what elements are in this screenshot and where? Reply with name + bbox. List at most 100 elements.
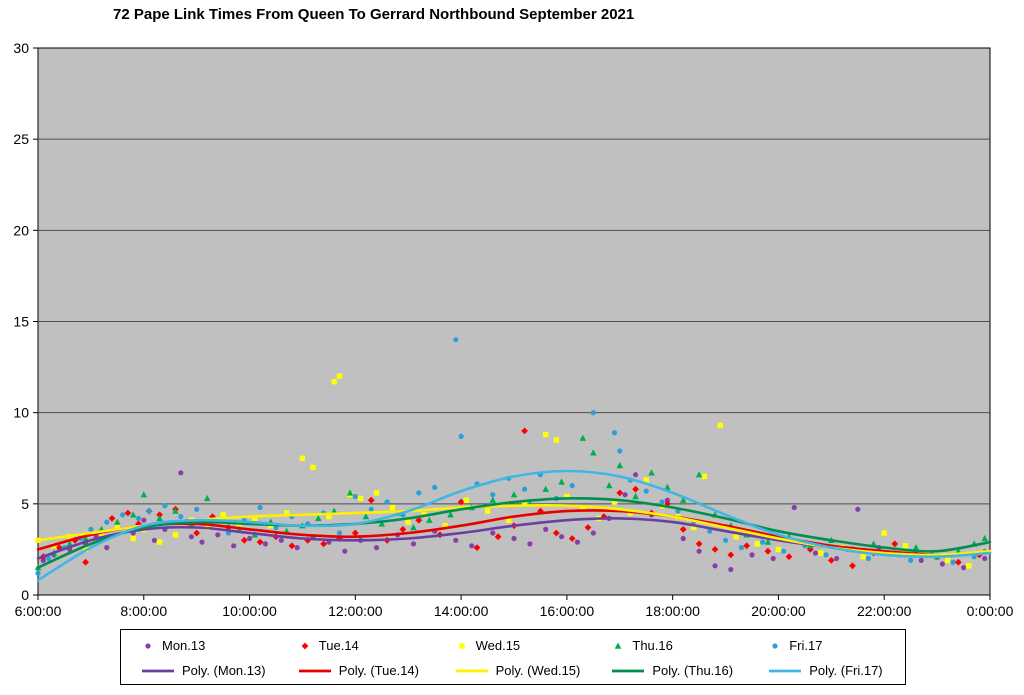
legend-item-tue14[interactable]: Tue.14	[278, 638, 435, 653]
data-point	[283, 510, 290, 516]
data-point	[352, 493, 358, 500]
data-point	[194, 506, 200, 512]
data-point	[823, 552, 829, 558]
data-point	[791, 504, 797, 511]
data-point	[506, 517, 512, 523]
legend-item-poly-fri17[interactable]: Poly. (Fri.17)	[748, 663, 905, 678]
legend-item-wed15[interactable]: Wed.15	[435, 638, 592, 653]
data-point	[410, 541, 417, 547]
data-point	[458, 433, 464, 439]
data-point	[754, 541, 760, 547]
data-point	[378, 520, 386, 527]
data-point	[389, 504, 396, 511]
legend-item-poly-mon13[interactable]: Poly. (Mon.13)	[121, 663, 278, 678]
data-point	[156, 539, 163, 545]
data-point	[908, 557, 914, 564]
data-point	[711, 546, 719, 553]
data-point	[178, 470, 184, 476]
square-marker-icon	[458, 642, 465, 649]
data-point	[860, 554, 866, 560]
x-axis-label: 20:00:00	[751, 603, 806, 619]
data-point	[701, 473, 708, 480]
data-point	[511, 535, 517, 542]
data-point	[616, 489, 624, 497]
data-point	[764, 538, 772, 545]
legend-label: Thu.16	[632, 638, 673, 653]
trendline-thu16	[36, 497, 992, 569]
data-point	[622, 492, 628, 498]
legend-item-poly-wed15[interactable]: Poly. (Wed.15)	[435, 663, 592, 678]
data-point	[104, 519, 110, 525]
data-point	[114, 518, 121, 525]
triangle-marker-icon	[615, 641, 622, 649]
data-point	[256, 538, 264, 546]
legend-row-markers: Mon.13 Tue.14 Wed.15 Thu.16 Fri.17	[121, 633, 905, 658]
data-point	[104, 545, 110, 551]
data-point	[141, 517, 147, 523]
data-point	[881, 530, 887, 536]
data-point	[410, 523, 417, 531]
data-point	[543, 526, 549, 533]
data-point	[373, 490, 380, 496]
data-point	[330, 507, 338, 514]
legend-item-mon13[interactable]: Mon.13	[121, 638, 278, 653]
data-point	[240, 536, 248, 544]
trendline-fri17	[36, 469, 992, 582]
x-axis-label: 18:00:00	[645, 603, 700, 619]
legend-item-poly-thu16[interactable]: Poly. (Thu.16)	[591, 663, 748, 678]
data-point	[415, 516, 423, 524]
data-point	[114, 523, 120, 529]
legend-label: Mon.13	[162, 638, 206, 653]
data-point	[294, 545, 300, 551]
data-point	[818, 550, 824, 556]
data-point	[712, 563, 718, 569]
trendline-sample-icon	[142, 669, 174, 672]
data-point	[432, 484, 438, 490]
data-point	[193, 529, 201, 537]
circle-marker-icon	[772, 642, 778, 649]
data-point	[584, 524, 592, 531]
data-point	[129, 511, 137, 518]
data-point	[301, 642, 309, 649]
data-point	[368, 506, 374, 512]
data-point	[696, 548, 702, 554]
data-point	[367, 496, 375, 504]
data-point	[728, 566, 734, 573]
data-point	[130, 535, 136, 542]
data-point	[510, 491, 518, 498]
data-point	[108, 515, 116, 522]
data-point	[172, 507, 179, 514]
trendline-sample-icon	[769, 669, 802, 672]
y-axis-label: 5	[21, 496, 29, 512]
legend-item-fri17[interactable]: Fri.17	[748, 638, 905, 653]
data-point	[543, 431, 549, 438]
data-point	[453, 537, 459, 543]
data-point	[252, 515, 258, 522]
data-point	[489, 496, 497, 503]
data-point	[695, 540, 703, 548]
legend-item-thu16[interactable]: Thu.16	[591, 638, 748, 653]
data-point	[849, 562, 856, 570]
data-point	[405, 519, 411, 525]
data-point	[611, 430, 618, 436]
data-point	[384, 499, 390, 505]
data-point	[351, 529, 359, 537]
series-fri17	[35, 337, 988, 576]
x-axis-label: 22:00:00	[857, 603, 912, 619]
legend-item-poly-tue14[interactable]: Poly. (Tue.14)	[278, 663, 435, 678]
data-point	[522, 486, 528, 492]
data-point	[559, 534, 565, 540]
data-point	[145, 642, 151, 649]
data-point	[521, 501, 528, 507]
data-point	[945, 557, 951, 564]
data-point	[162, 503, 168, 509]
data-point	[331, 379, 337, 385]
data-point	[770, 555, 776, 562]
data-point	[542, 485, 549, 492]
data-point	[124, 509, 132, 517]
data-point	[35, 570, 41, 576]
trendline-tue14	[36, 509, 992, 557]
data-point	[569, 483, 575, 489]
data-point	[891, 540, 899, 548]
